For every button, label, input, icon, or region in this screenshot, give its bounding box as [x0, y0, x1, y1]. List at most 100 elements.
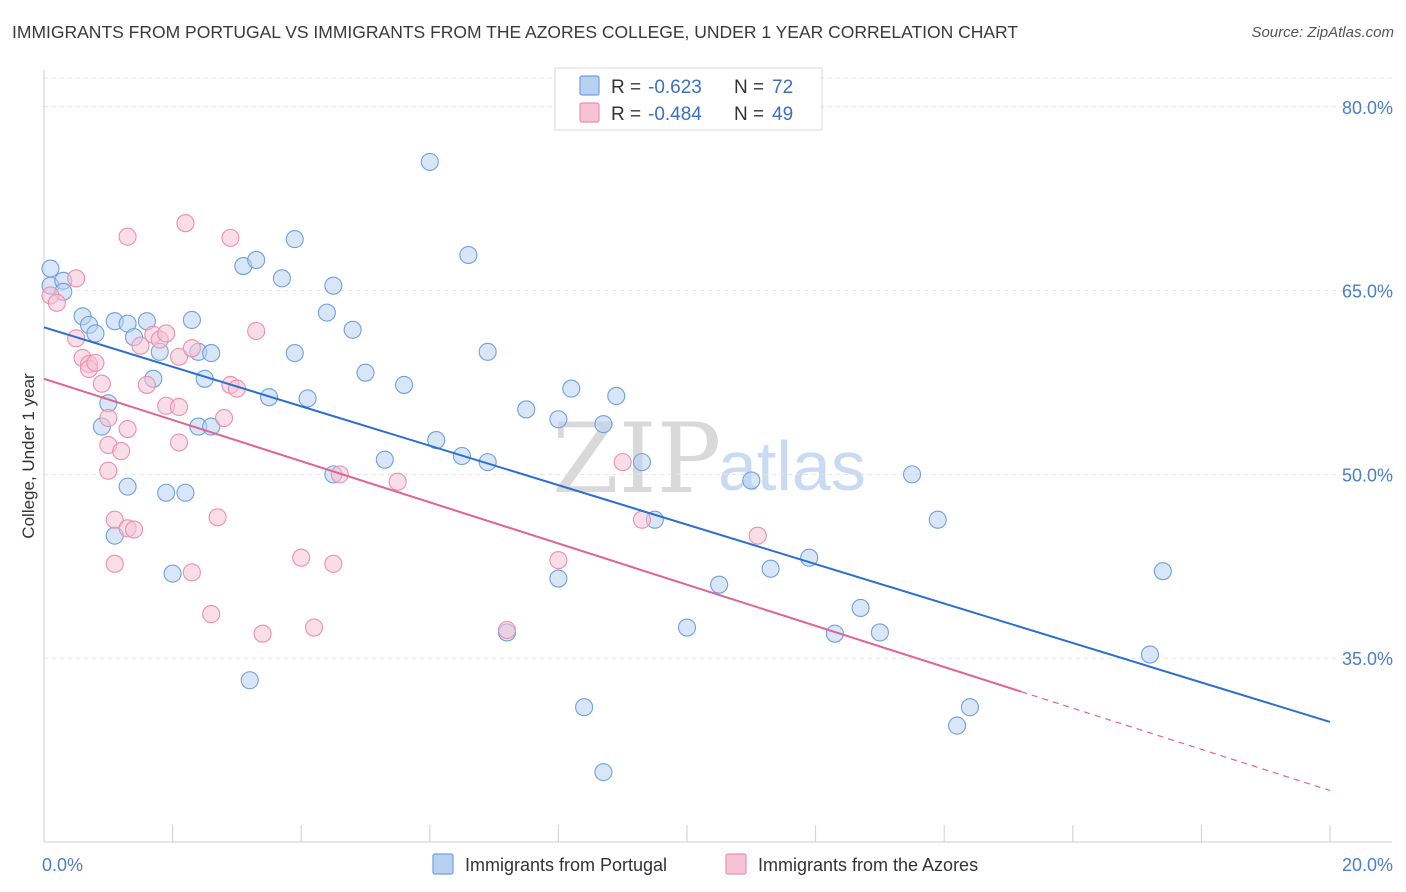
point-azores-48 — [157, 324, 176, 343]
point-portugal-39 — [420, 152, 439, 171]
chart-title: IMMIGRANTS FROM PORTUGAL VS IMMIGRANTS F… — [12, 22, 1019, 42]
point-portugal-50 — [575, 698, 594, 717]
point-portugal-44 — [478, 453, 497, 472]
point-azores-8 — [92, 374, 111, 393]
point-azores-19 — [131, 336, 150, 355]
point-portugal-58 — [742, 471, 761, 490]
point-azores-30 — [202, 605, 221, 624]
point-azores-18 — [137, 375, 156, 394]
legend-n-value-portugal: 72 — [772, 77, 793, 98]
legend-swatch-azores — [579, 102, 600, 123]
bottom-legend-label-azores: Immigrants from the Azores — [758, 855, 978, 875]
point-portugal-43 — [478, 342, 497, 361]
point-azores-39 — [324, 554, 343, 573]
point-portugal-51 — [594, 415, 613, 434]
bottom-legend-swatch-portugal — [432, 853, 454, 875]
y-tick-label-1: 65.0% — [1342, 282, 1393, 302]
bottom-legend-label-portugal: Immigrants from Portugal — [465, 855, 667, 875]
point-azores-2 — [67, 269, 86, 288]
point-azores-45 — [632, 510, 652, 529]
point-portugal-31 — [298, 389, 317, 408]
point-portugal-52 — [607, 386, 626, 406]
point-azores-17 — [124, 520, 144, 539]
point-portugal-68 — [1140, 645, 1160, 664]
point-azores-41 — [388, 472, 407, 491]
trend-line-portugal — [43, 326, 1331, 723]
point-portugal-19 — [182, 310, 201, 330]
point-azores-27 — [176, 214, 195, 233]
point-portugal-33 — [324, 276, 343, 295]
point-azores-25 — [169, 433, 189, 452]
point-azores-24 — [169, 397, 189, 417]
point-azores-42 — [497, 620, 517, 640]
point-portugal-22 — [202, 344, 221, 363]
trend-line-azores — [43, 377, 1022, 693]
y-tick-label-3: 35.0% — [1342, 649, 1393, 669]
point-portugal-62 — [851, 598, 870, 617]
y-axis-label: College, Under 1 year — [19, 373, 38, 539]
point-azores-1 — [47, 293, 66, 312]
point-azores-46 — [748, 526, 767, 545]
point-portugal-38 — [395, 375, 414, 394]
point-portugal-37 — [375, 450, 394, 469]
point-azores-20 — [118, 227, 137, 246]
legend-n-value-azores: 49 — [772, 104, 793, 125]
point-azores-31 — [208, 508, 227, 527]
x-tick-label-0: 0.0% — [42, 855, 83, 875]
point-portugal-27 — [272, 269, 291, 288]
point-portugal-57 — [710, 575, 729, 594]
point-azores-44 — [613, 453, 632, 472]
point-azores-36 — [253, 624, 272, 643]
legend-r-value-portugal: -0.623 — [648, 77, 702, 98]
point-portugal-15 — [118, 477, 137, 496]
point-azores-13 — [105, 554, 124, 573]
point-azores-28 — [182, 339, 201, 358]
point-portugal-29 — [285, 344, 304, 363]
point-portugal-16 — [157, 483, 176, 502]
x-tick-label-1: 20.0% — [1342, 855, 1393, 875]
point-portugal-60 — [800, 548, 819, 567]
point-azores-9 — [99, 408, 118, 428]
point-portugal-71 — [240, 671, 259, 690]
y-tick-labels: 80.0% 65.0% 50.0% 35.0% — [1342, 98, 1393, 669]
bottom-legend: Immigrants from Portugal Immigrants from… — [432, 853, 978, 875]
point-portugal-54 — [632, 453, 652, 472]
axes — [43, 70, 1392, 843]
point-portugal-0 — [41, 259, 60, 278]
point-portugal-48 — [562, 379, 581, 398]
point-azores-32 — [221, 228, 240, 247]
legend-swatch-portugal — [579, 75, 600, 96]
source-label: Source: ZipAtlas.com — [1251, 24, 1394, 41]
point-portugal-26 — [247, 250, 266, 269]
y-tick-label-2: 50.0% — [1342, 465, 1393, 485]
point-portugal-35 — [356, 363, 375, 382]
point-portugal-61 — [825, 624, 844, 643]
point-portugal-45 — [517, 400, 536, 419]
series-azores-points — [41, 214, 767, 643]
point-portugal-6 — [86, 324, 105, 343]
point-portugal-65 — [928, 510, 947, 529]
point-portugal-67 — [960, 698, 979, 717]
point-azores-29 — [182, 563, 201, 582]
point-portugal-64 — [870, 623, 889, 642]
legend-n-label-portugal: N = — [734, 77, 764, 98]
point-portugal-63 — [902, 465, 922, 484]
point-portugal-42 — [459, 245, 478, 265]
point-azores-14 — [112, 442, 131, 461]
point-azores-15 — [118, 419, 137, 439]
point-azores-47 — [214, 408, 234, 428]
point-azores-12 — [105, 510, 124, 529]
point-portugal-59 — [761, 559, 780, 578]
bottom-legend-swatch-azores — [725, 853, 747, 875]
point-portugal-28 — [285, 230, 304, 249]
point-portugal-53 — [594, 763, 613, 782]
point-portugal-66 — [948, 716, 967, 735]
point-azores-26 — [169, 347, 189, 366]
legend-r-label-azores: R = — [611, 104, 641, 125]
trend-line-azores-extrapolated — [1021, 691, 1331, 792]
point-portugal-34 — [343, 320, 362, 339]
point-portugal-69 — [1153, 562, 1172, 581]
point-azores-3 — [67, 329, 86, 348]
point-azores-7 — [86, 353, 105, 372]
